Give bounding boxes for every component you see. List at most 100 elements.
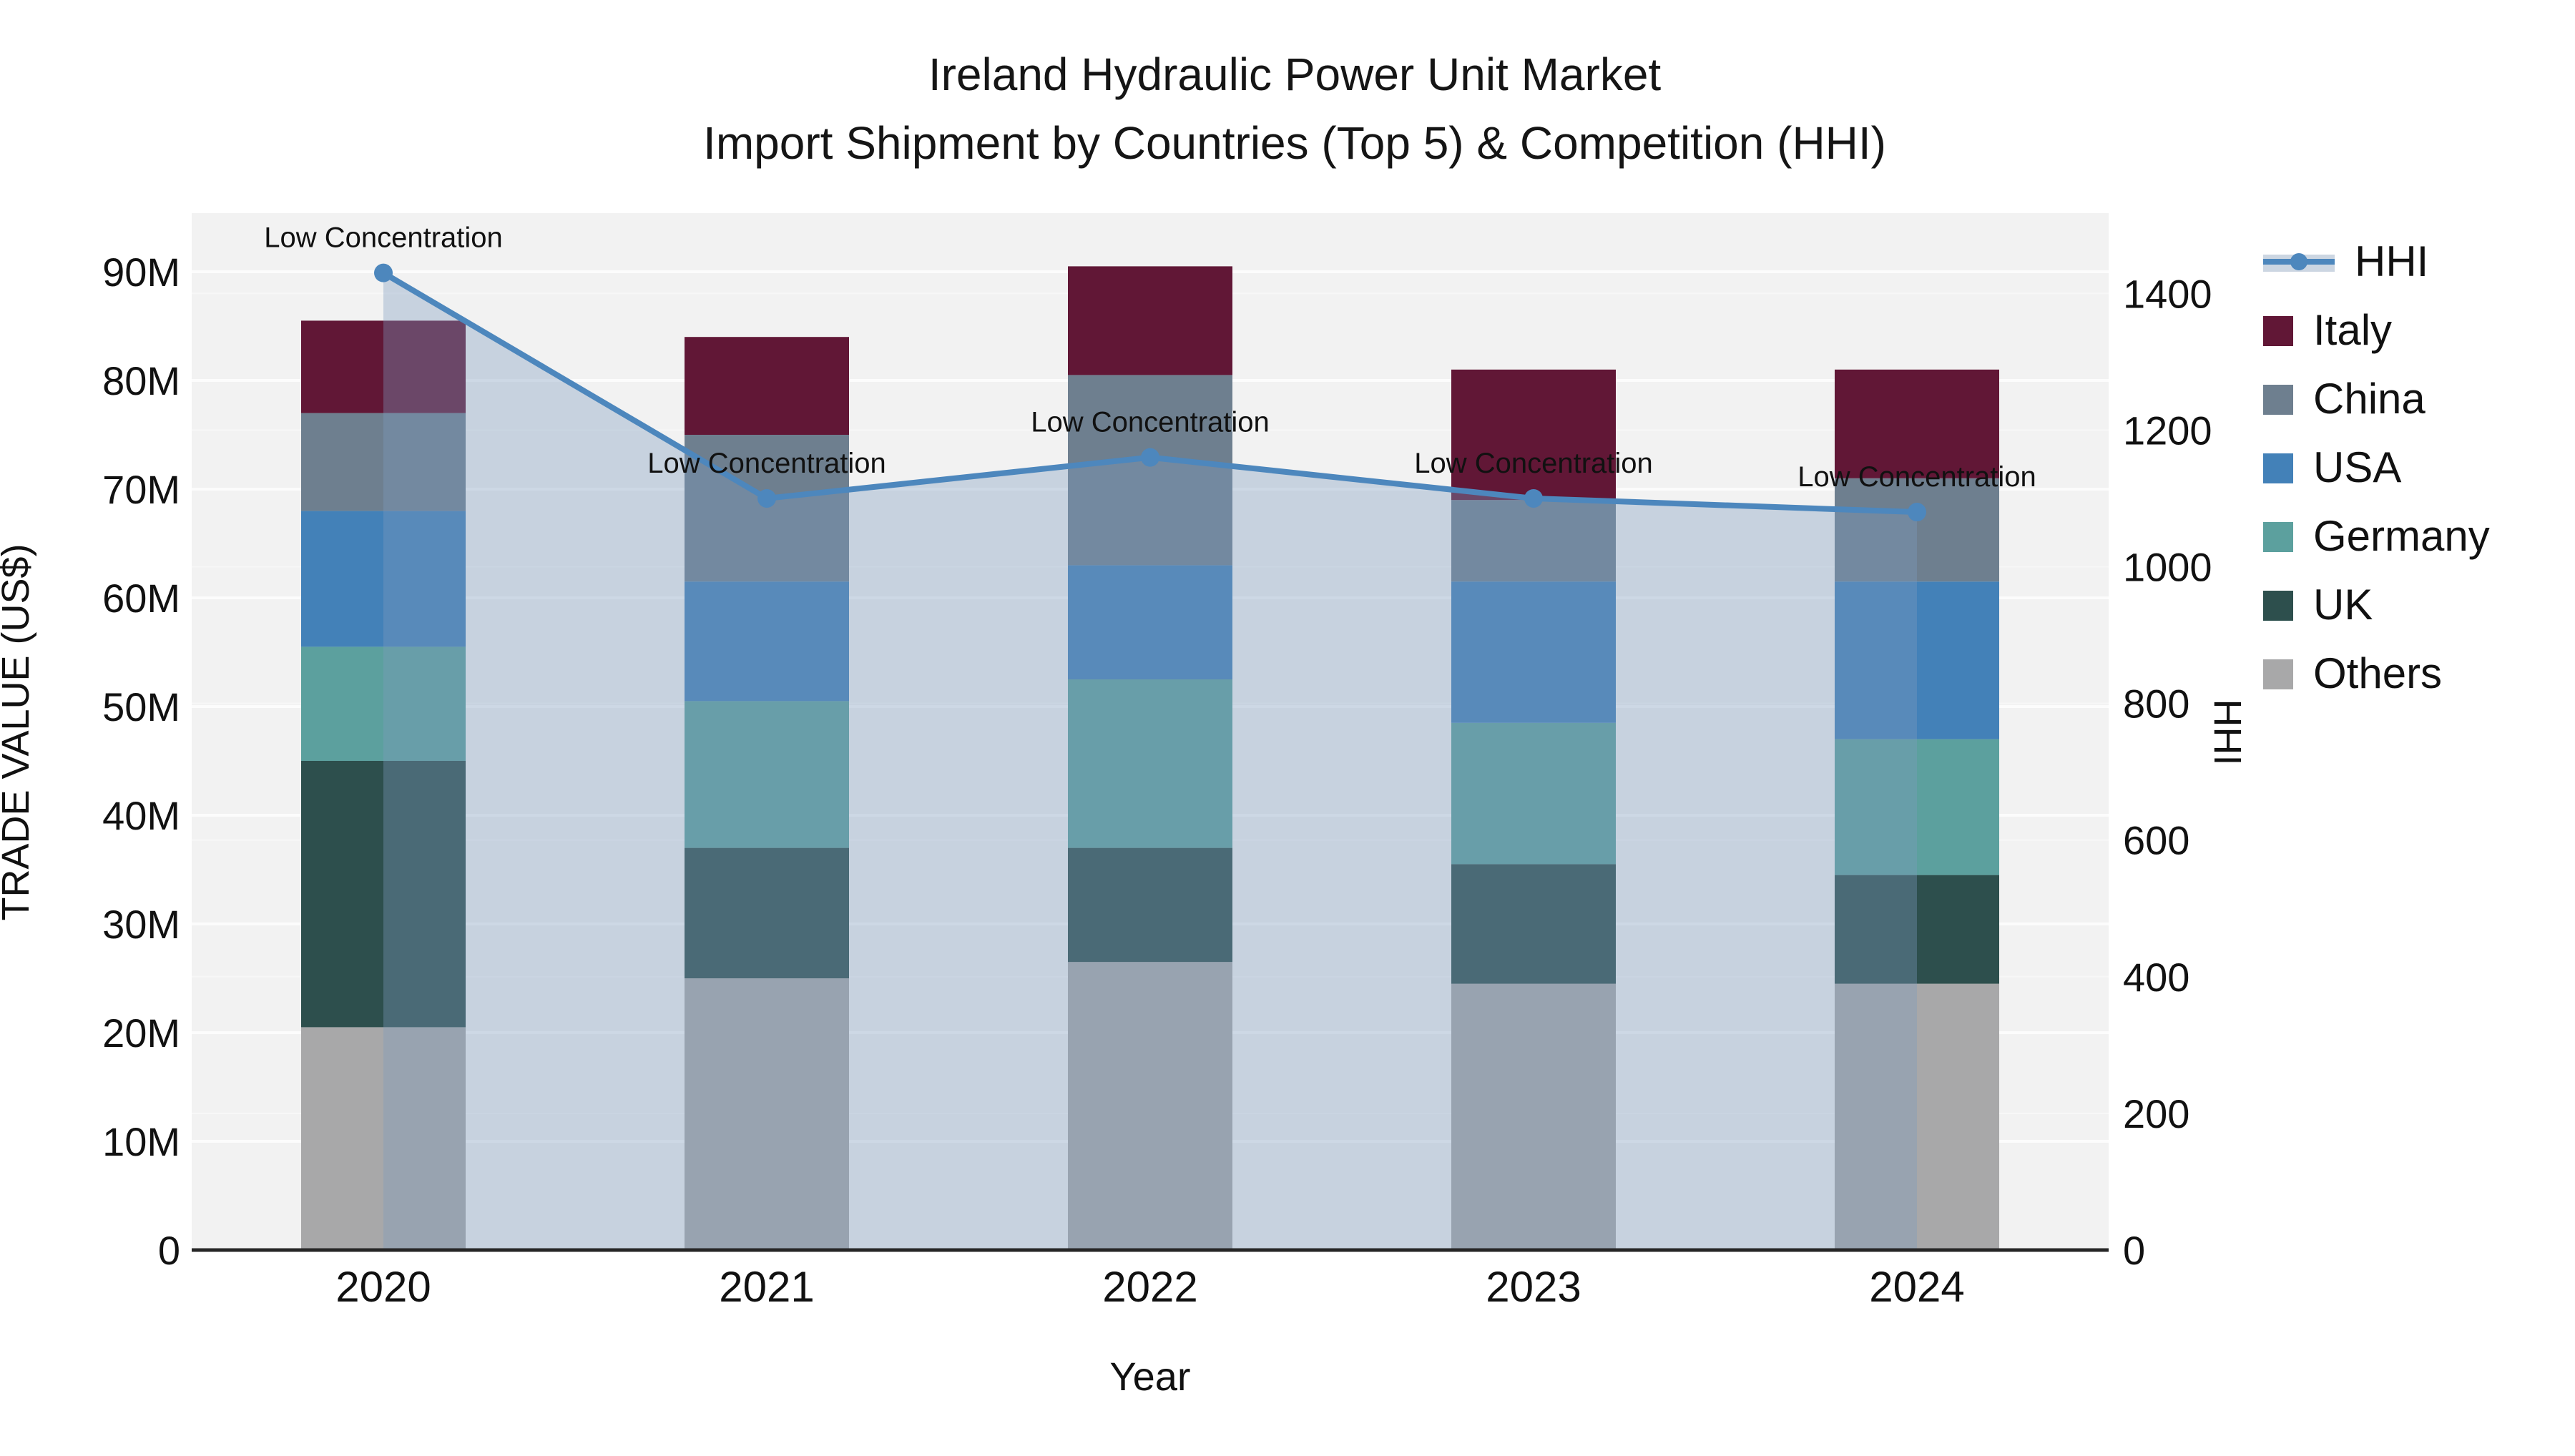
y-left-tick: 40M [102,793,180,838]
y-right-tick: 1200 [2123,408,2212,453]
bar-segment-2021-uk [685,847,849,978]
bar-segment-2022-others [1068,962,1232,1250]
legend: HHI Italy China USA Germany UK Others [2263,237,2490,699]
hhi-marker-2023 [1524,488,1543,508]
bar-segment-2021-china [685,435,849,582]
y-right-tick: 200 [2123,1091,2189,1136]
hhi-marker-2020 [374,263,393,282]
legend-label: Others [2313,650,2443,697]
bar-segment-2022-usa [1068,565,1232,679]
x-axis-title: Year [1109,1354,1190,1399]
bar-segment-2021-usa [685,581,849,702]
y-left-tick: 50M [102,684,180,729]
bar-segment-2022-italy [1068,266,1232,375]
y-left-tick: 90M [102,250,180,295]
y-left-tick: 30M [102,902,180,947]
legend-color-swatch [2263,316,2293,346]
x-tick: 2021 [719,1263,814,1311]
y-right-axis-title: HHI [2206,699,2249,766]
chart-title-line1: Ireland Hydraulic Power Unit Market [928,49,1662,100]
bar-segment-2023-germany [1451,722,1616,865]
bar-segment-2023-italy [1451,369,1616,501]
tick-labels: 0 10M 20M 30M 40M 50M 60M 70M 80M 90M 0 200 400 600 80… [102,250,2212,1311]
bar-segment-2024-germany [1835,739,1999,875]
legend-label: China [2313,375,2426,423]
y-right-tick: 1400 [2123,271,2212,316]
y-left-tick: 80M [102,358,180,403]
bar-segment-2021-italy [685,337,849,435]
legend-item-usa: USA [2263,443,2490,493]
hhi-markers [374,263,1926,522]
hhi-area [383,272,1917,1250]
legend-item-hhi: HHI [2263,237,2490,287]
hhi-marker-2022 [1141,448,1159,467]
y-left-axis-title: TRADE VALUE (US$) [0,543,37,920]
legend-label: Germany [2313,513,2490,560]
bar-segment-2020-others [301,1027,466,1250]
bar-segment-2024-usa [1835,581,1999,739]
legend-label: UK [2313,581,2373,629]
hhi-marker-2021 [757,488,776,508]
legend-color-swatch [2263,591,2293,621]
bar-segment-2021-germany [685,701,849,848]
bar-segment-2020-germany [301,646,466,761]
legend-item-china: China [2263,375,2490,425]
legend-color-swatch [2263,659,2293,689]
bar-segment-2024-uk [1835,875,1999,984]
legend-label: Italy [2313,307,2393,354]
bar-segment-2023-others [1451,983,1616,1250]
annotation-2022: Low Concentration [1031,407,1270,438]
annotations: Low Concentration Low Concentration Low Co… [264,222,2036,493]
bar-segment-2022-china [1068,375,1232,566]
y-right-tick: 400 [2123,955,2189,1000]
chart-title: Ireland Hydraulic Power Unit Market Impo… [0,40,2575,177]
annotation-2021: Low Concentration [647,448,886,479]
y-right-tick: 0 [2123,1228,2145,1273]
hhi-area-fill [383,272,1917,1250]
stacked-bars [301,266,1999,1250]
bar-segment-2020-uk [301,761,466,1028]
legend-color-swatch [2263,522,2293,552]
annotation-2024: Low Concentration [1797,461,2036,493]
bar-segment-2023-usa [1451,581,1616,723]
legend-item-others: Others [2263,649,2490,699]
bar-segment-2023-china [1451,500,1616,582]
x-tick: 2022 [1102,1263,1197,1311]
legend-color-swatch [2263,453,2293,483]
y-left-tick: 0 [158,1228,180,1273]
y-left-tick: 10M [102,1119,180,1164]
bar-segment-2022-germany [1068,679,1232,848]
annotation-2023: Low Concentration [1414,448,1653,479]
legend-line-dot [2290,253,2307,270]
bar-segment-2024-china [1835,478,1999,582]
legend-label: HHI [2355,238,2429,285]
bar-segment-2023-uk [1451,864,1616,984]
bar-segment-2021-others [685,978,849,1250]
legend-color-swatch [2263,385,2293,415]
bar-segment-2024-italy [1835,369,1999,478]
x-tick: 2020 [335,1263,431,1311]
y-left-tick: 60M [102,576,180,621]
hhi-marker-2024 [1908,503,1926,522]
chart-title-line2: Import Shipment by Countries (Top 5) & C… [703,117,1886,169]
y-left-tick: 20M [102,1010,180,1056]
y-right-tick: 600 [2123,818,2189,863]
bar-segment-2020-italy [301,320,466,413]
y-right-tick: 1000 [2123,545,2212,590]
legend-item-italy: Italy [2263,306,2490,356]
y-left-tick: 70M [102,467,180,512]
legend-line-swatch [2263,247,2335,277]
legend-item-uk: UK [2263,581,2490,631]
x-tick: 2024 [1869,1263,1964,1311]
legend-label: USA [2313,444,2402,491]
bar-segment-2020-china [301,413,466,511]
bar-segment-2024-others [1835,983,1999,1250]
bar-segment-2020-usa [301,511,466,647]
legend-item-germany: Germany [2263,512,2490,562]
x-tick: 2023 [1486,1263,1581,1311]
bar-segment-2022-uk [1068,847,1232,963]
annotation-2020: Low Concentration [264,222,503,254]
y-right-tick: 800 [2123,682,2189,727]
